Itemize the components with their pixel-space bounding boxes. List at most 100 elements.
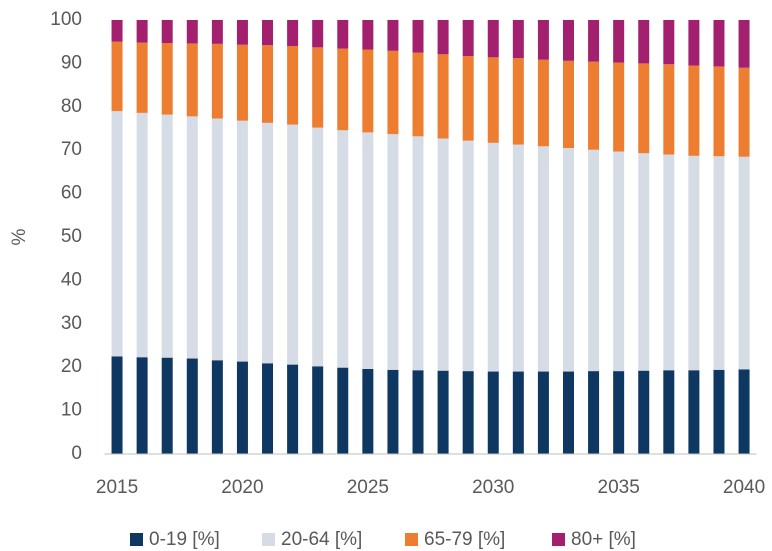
- bar-segment: [638, 370, 650, 454]
- bar-segment: [236, 120, 248, 362]
- bar-segment: [713, 156, 725, 370]
- bar-segment: [136, 357, 148, 454]
- bar-segment: [362, 132, 374, 369]
- bar-segment: [161, 357, 173, 454]
- bar-segment: [236, 44, 248, 121]
- y-tick-label: 90: [61, 52, 82, 73]
- legend-label: 65-79 [%]: [424, 529, 505, 550]
- bar-segment: [688, 20, 700, 66]
- legend-label: 80+ [%]: [571, 529, 636, 550]
- bar-segment: [663, 370, 675, 454]
- bar-segment: [287, 364, 299, 454]
- bar-segment: [337, 130, 349, 368]
- bar-segment: [487, 20, 499, 58]
- bar-segment: [387, 20, 399, 51]
- bar-segment: [437, 54, 449, 139]
- bar-segment: [562, 60, 574, 149]
- bar-segment: [186, 43, 198, 117]
- y-tick-label: 80: [61, 96, 82, 117]
- bar-segment: [312, 127, 324, 367]
- bar-segment: [588, 371, 600, 454]
- bar-segment: [613, 20, 625, 63]
- bar-segment: [412, 136, 424, 371]
- bar-segment: [613, 371, 625, 454]
- legend-label: 0-19 [%]: [149, 529, 220, 550]
- bar-segment: [362, 368, 374, 454]
- bar-segment: [663, 154, 675, 371]
- bar-segment: [738, 20, 750, 68]
- bar-segment: [186, 116, 198, 359]
- bar-segment: [713, 66, 725, 157]
- x-tick-label: 2040: [723, 477, 765, 498]
- bar-segment: [211, 20, 223, 44]
- bar-segment: [588, 149, 600, 372]
- x-tick-label: 2030: [472, 477, 514, 498]
- y-tick-label: 70: [61, 139, 82, 160]
- bar-segment: [562, 20, 574, 61]
- bar-segment: [663, 64, 675, 155]
- bar-segment: [537, 20, 549, 60]
- bar-segment: [613, 151, 625, 372]
- bar-segment: [287, 46, 299, 125]
- y-tick-label: 50: [61, 226, 82, 247]
- bar-segment: [713, 369, 725, 454]
- y-tick-label: 10: [61, 400, 82, 421]
- y-tick-label: 30: [61, 313, 82, 334]
- bar-segment: [713, 20, 725, 67]
- bar-segment: [738, 369, 750, 454]
- bar-segment: [136, 20, 148, 43]
- bar-segment: [262, 45, 274, 123]
- bar-segment: [161, 20, 173, 44]
- bar-segment: [211, 118, 223, 361]
- bar-segment: [287, 20, 299, 47]
- bar-segment: [487, 371, 499, 454]
- bar-segment: [462, 140, 474, 372]
- bar-segment: [186, 358, 198, 454]
- bar-segment: [688, 155, 700, 371]
- bar-segment: [437, 20, 449, 55]
- bar-segment: [512, 144, 524, 372]
- bar-segment: [487, 142, 499, 372]
- bar-segment: [111, 20, 123, 42]
- bar-segment: [512, 371, 524, 454]
- bar-segment: [161, 114, 173, 358]
- x-tick-label: 2020: [221, 477, 263, 498]
- bar-segment: [688, 370, 700, 454]
- bar-segment: [512, 58, 524, 145]
- bar-segment: [613, 62, 625, 152]
- bar-segment: [537, 371, 549, 454]
- bar-segment: [688, 65, 700, 156]
- bar-segment: [362, 49, 374, 133]
- bar-segment: [512, 20, 524, 59]
- y-tick-label: 40: [61, 269, 82, 290]
- bar-segment: [562, 371, 574, 454]
- x-tick-label: 2015: [96, 477, 138, 498]
- bar-segment: [362, 20, 374, 50]
- y-tick-label: 0: [71, 443, 82, 464]
- y-tick-label: 100: [50, 9, 82, 30]
- x-tick-label: 2025: [347, 477, 389, 498]
- bar-segment: [136, 112, 148, 358]
- bar-segment: [462, 371, 474, 454]
- bar-segment: [262, 20, 274, 46]
- bar-segment: [211, 360, 223, 454]
- bar-segment: [387, 50, 399, 135]
- bar-segment: [537, 59, 549, 147]
- bar-segment: [211, 43, 223, 119]
- y-tick-label: 60: [61, 183, 82, 204]
- bar-segment: [236, 361, 248, 454]
- bar-segment: [412, 370, 424, 454]
- bar-segment: [462, 56, 474, 141]
- legend-label: 20-64 [%]: [281, 529, 362, 550]
- bar-segment: [638, 63, 650, 154]
- bar-segment: [588, 61, 600, 150]
- bar-segment: [262, 122, 274, 364]
- bar-segment: [638, 20, 650, 64]
- legend-swatch: [262, 533, 275, 546]
- bar-segment: [136, 42, 148, 113]
- bar-segment: [111, 356, 123, 454]
- bar-segment: [588, 20, 600, 62]
- bar-segment: [412, 20, 424, 53]
- y-tick-label: 20: [61, 356, 82, 377]
